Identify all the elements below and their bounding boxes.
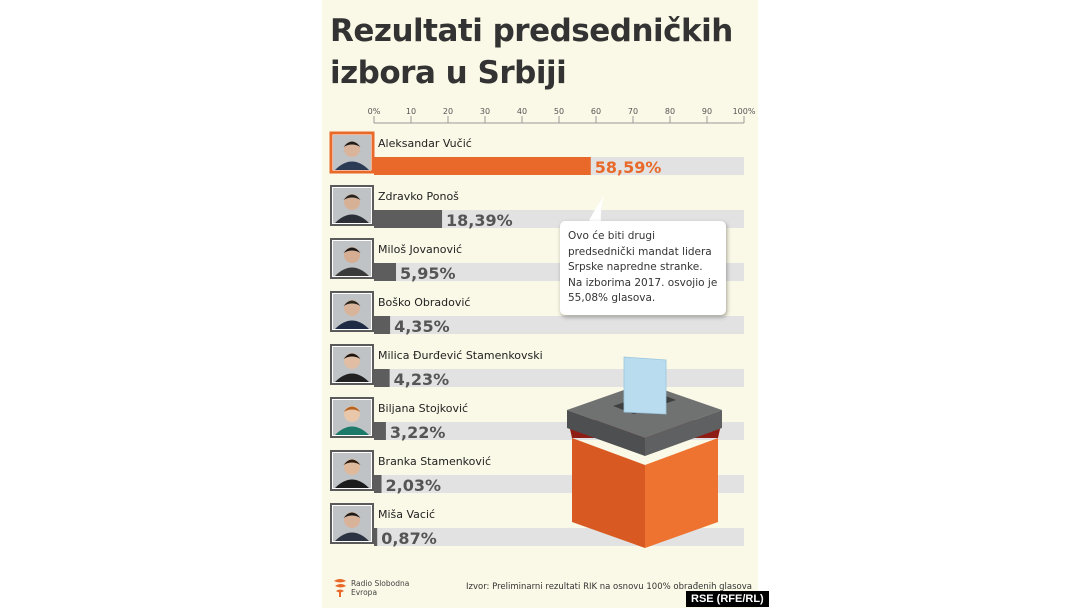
candidate-row: Milica Đurđević Stamenkovski 4,23% xyxy=(330,344,744,389)
candidate-photo xyxy=(330,397,374,438)
candidate-name: Zdravko Ponoš xyxy=(378,190,459,203)
rse-logo: Radio Slobodna Evropa xyxy=(332,578,411,598)
bar xyxy=(374,263,397,281)
axis-tick-label: 20 xyxy=(443,107,453,116)
bar xyxy=(374,157,591,175)
bar xyxy=(374,422,386,440)
bar-track xyxy=(374,316,744,334)
candidate-name: Miloš Jovanović xyxy=(378,243,462,256)
bar-value-label: 2,03% xyxy=(386,476,442,495)
chart-title: Rezultati predsedničkih izbora u Srbiji xyxy=(330,13,733,91)
bar-chart: 0% 10 20 30 40 50 60 70 80 90 100% Aleksandar Vuči… xyxy=(329,107,756,548)
candidate-row: Aleksandar Vučić 58,59% xyxy=(329,131,744,177)
candidate-photo xyxy=(330,344,374,385)
rse-logo-icon xyxy=(334,579,346,597)
bar-value-label: 4,35% xyxy=(394,317,450,336)
candidate-photo xyxy=(330,238,374,279)
bar-value-label: 0,87% xyxy=(381,529,437,548)
axis-tick-label: 10 xyxy=(406,107,416,116)
bar-value-label: 18,39% xyxy=(446,211,513,230)
candidate-name: Boško Obradović xyxy=(378,296,470,309)
bar-value-label: 5,95% xyxy=(400,264,456,283)
candidate-name: Milica Đurđević Stamenkovski xyxy=(378,349,543,362)
credit-badge: RSE (RFE/RL) xyxy=(686,591,769,607)
bar-value-label: 58,59% xyxy=(595,158,662,177)
bar-value-label: 4,23% xyxy=(394,370,450,389)
bar-value-label: 3,22% xyxy=(390,423,446,442)
axis-tick-label: 40 xyxy=(517,107,527,116)
axis-tick-label: 90 xyxy=(702,107,712,116)
axis-tick-label: 60 xyxy=(591,107,601,116)
callout-note: Ovo će biti drugi predsednički mandat li… xyxy=(560,221,726,315)
candidate-name: Branka Stamenković xyxy=(378,455,491,468)
axis-tick-label: 80 xyxy=(665,107,675,116)
candidate-row: Boško Obradović 4,35% xyxy=(330,291,744,336)
axis-tick-label: 70 xyxy=(628,107,638,116)
axis-tick-label: 30 xyxy=(480,107,490,116)
bar xyxy=(374,528,378,546)
logo-text: Radio Slobodna Evropa xyxy=(351,579,410,597)
candidate-name: Biljana Stojković xyxy=(378,402,468,415)
axis-tick-label: 50 xyxy=(554,107,564,116)
ballot-box-illustration xyxy=(567,356,722,548)
candidate-photo xyxy=(330,503,374,544)
candidate-name: Miša Vacić xyxy=(378,508,435,521)
axis-tick-label: 0% xyxy=(368,107,381,116)
candidate-photo xyxy=(330,291,374,332)
bar xyxy=(374,210,443,228)
source-note: Izvor: Preliminarni rezultati RIK na osn… xyxy=(466,582,752,592)
axis-tick-label: 100% xyxy=(733,107,756,116)
candidate-name: Aleksandar Vučić xyxy=(378,137,472,150)
infographic: Rezultati predsedničkih izbora u Srbiji … xyxy=(322,0,758,608)
bar xyxy=(374,475,382,493)
bar xyxy=(374,369,390,387)
candidate-photo xyxy=(330,450,374,491)
bar xyxy=(374,316,391,334)
candidate-photo xyxy=(330,185,374,226)
candidate-photo xyxy=(329,131,375,174)
callout-pointer xyxy=(588,196,604,223)
